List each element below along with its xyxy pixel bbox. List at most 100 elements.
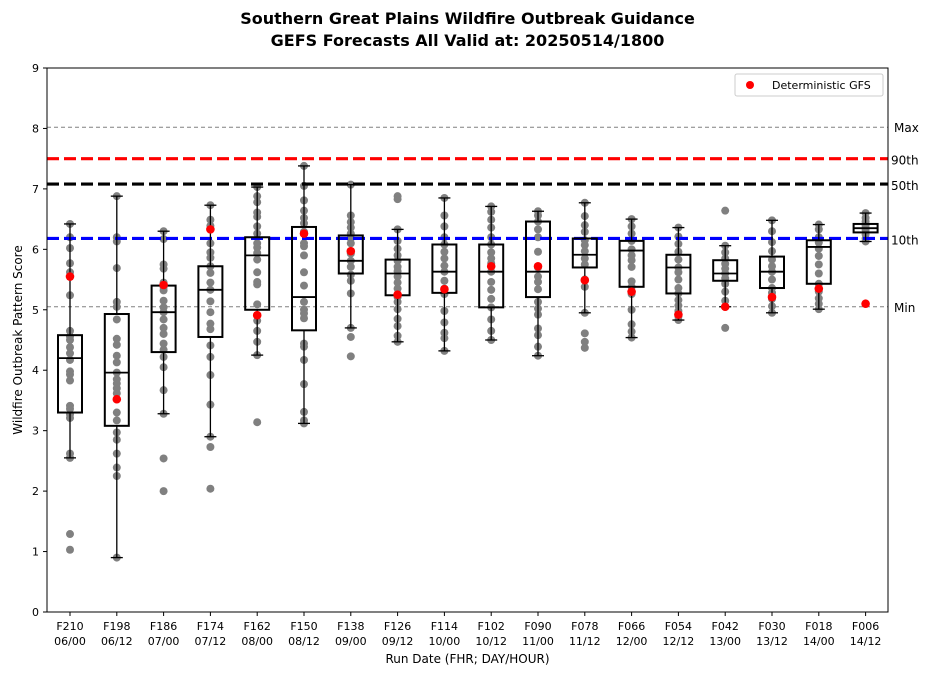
x-tick-label-run: 07/00 — [148, 635, 180, 648]
member-point — [487, 248, 496, 257]
y-axis-label: Wildfire Outbreak Pattern Score — [11, 245, 25, 434]
x-axis-label: Run Date (FHR; DAY/HOUR) — [385, 652, 549, 666]
box-iqr — [571, 237, 598, 269]
x-tick-label-run: 11/12 — [569, 635, 601, 648]
box-iqr — [665, 253, 692, 295]
member-point — [580, 260, 589, 269]
deterministic-gfs-point — [767, 292, 777, 302]
deterministic-gfs-points — [65, 225, 870, 404]
chart-title: Southern Great Plains Wildfire Outbreak … — [240, 9, 695, 28]
member-point — [580, 343, 589, 352]
box-iqr — [618, 239, 645, 288]
deterministic-gfs-point — [159, 280, 168, 290]
box-iqr — [712, 259, 739, 282]
member-point — [768, 275, 776, 284]
x-tick-label-fhr: F126 — [384, 620, 411, 633]
member-point — [721, 206, 730, 215]
member-point — [112, 375, 121, 384]
x-tick-label-run: 11/00 — [522, 635, 554, 648]
member-point — [66, 343, 74, 352]
member-point — [112, 340, 121, 349]
deterministic-gfs-point — [112, 394, 122, 404]
member-point — [253, 239, 262, 248]
box-iqr — [103, 313, 130, 427]
x-tick-label-fhr: F198 — [103, 620, 130, 633]
x-tick-label-run: 09/00 — [335, 635, 367, 648]
member-point — [814, 251, 823, 260]
deterministic-gfs-point — [486, 261, 496, 271]
x-tick-label-run: 08/12 — [288, 635, 320, 648]
member-point — [112, 334, 121, 343]
member-point — [393, 284, 402, 293]
member-point — [721, 323, 730, 332]
reference-label-90th: 90th — [891, 154, 919, 168]
member-point — [66, 376, 74, 385]
reference-label-Min: Min — [894, 301, 915, 315]
member-point — [159, 454, 168, 463]
x-tick-label-fhr: F174 — [197, 620, 224, 633]
box-iqr — [525, 220, 551, 299]
x-tick-label-run: 06/00 — [54, 635, 86, 648]
deterministic-gfs-point — [206, 225, 215, 234]
y-tick-label: 5 — [32, 304, 39, 317]
x-tick-label-run: 12/12 — [663, 635, 695, 648]
reference-label-50th: 50th — [891, 179, 919, 193]
member-point — [112, 315, 121, 324]
x-tick-label-fhr: F078 — [571, 620, 598, 633]
plot-frame — [46, 67, 889, 613]
box-plots — [57, 165, 879, 559]
y-tick-label: 9 — [32, 62, 39, 75]
reference-label-10th: 10th — [891, 233, 919, 247]
member-point — [206, 268, 215, 277]
member-point — [159, 323, 168, 332]
x-tick-label-fhr: F030 — [758, 620, 785, 633]
box-iqr — [197, 265, 224, 338]
deterministic-gfs-point — [861, 299, 870, 309]
x-tick-label-run: 10/00 — [429, 635, 461, 648]
x-tick-label-fhr: F102 — [478, 620, 505, 633]
box-iqr — [244, 236, 271, 311]
deterministic-gfs-point — [533, 261, 543, 271]
x-tick-label-run: 06/12 — [101, 635, 133, 648]
deterministic-gfs-point — [65, 272, 75, 281]
x-tick-label-run: 13/00 — [709, 635, 741, 648]
member-point — [674, 284, 683, 293]
member-point — [534, 247, 542, 256]
member-point — [393, 278, 402, 287]
y-tick-label: 7 — [32, 183, 39, 196]
y-tick-label: 0 — [32, 606, 39, 619]
member-point — [346, 262, 355, 271]
member-point — [768, 262, 776, 271]
x-tick-label-run: 13/12 — [756, 635, 788, 648]
x-tick-label-run: 14/12 — [850, 635, 882, 648]
member-point — [66, 367, 74, 376]
x-tick-label-fhr: F210 — [56, 620, 83, 633]
legend-label-deterministic: Deterministic GFS — [772, 79, 871, 92]
member-point — [487, 254, 496, 263]
member-point — [253, 277, 262, 286]
member-point — [346, 332, 355, 341]
member-point — [487, 285, 496, 294]
member-point — [346, 352, 355, 361]
member-point — [674, 255, 683, 264]
member-point — [112, 408, 121, 417]
member-point — [159, 339, 168, 348]
y-tick-label: 3 — [32, 425, 39, 438]
deterministic-gfs-point — [346, 246, 356, 256]
box-iqr — [291, 225, 317, 332]
x-tick-label-fhr: F066 — [618, 620, 645, 633]
chart-subtitle: GEFS Forecasts All Valid at: 20250514/18… — [270, 31, 665, 50]
member-point — [159, 303, 168, 312]
member-point — [393, 262, 402, 271]
legend-marker-deterministic — [746, 81, 754, 89]
member-point — [300, 239, 308, 248]
y-tick-label: 6 — [32, 243, 39, 256]
deterministic-gfs-point — [252, 310, 262, 320]
member-point — [206, 484, 215, 493]
box-iqr — [337, 234, 364, 275]
member-point — [253, 418, 262, 427]
member-point — [534, 285, 542, 294]
member-point — [580, 247, 589, 256]
deterministic-gfs-point — [814, 284, 824, 293]
